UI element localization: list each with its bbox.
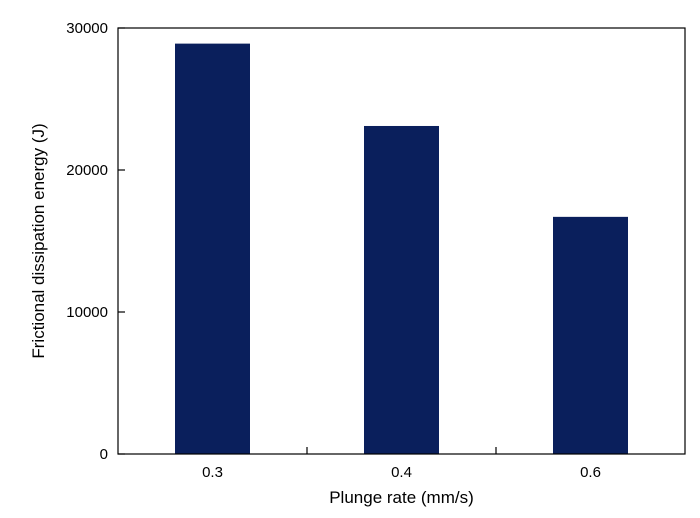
bars-group — [175, 43, 628, 455]
y-axis-title: Frictional dissipation energy (J) — [29, 123, 48, 358]
y-axis: 0 10000 20000 30000 — [66, 20, 125, 463]
x-tick-label: 0.4 — [391, 464, 412, 481]
bar-0.4 — [364, 125, 439, 454]
y-tick-label: 30000 — [66, 20, 108, 37]
y-tick-label: 20000 — [66, 162, 108, 179]
bar-0.3 — [175, 43, 250, 455]
bar-0.6 — [553, 216, 628, 454]
x-axis: 0.3 0.4 0.6 — [202, 447, 601, 481]
x-axis-title: Plunge rate (mm/s) — [329, 488, 474, 507]
y-tick-label: 10000 — [66, 304, 108, 321]
y-tick-label: 0 — [100, 446, 108, 463]
plot-frame — [117, 27, 686, 455]
x-tick-label: 0.6 — [580, 464, 601, 481]
x-tick-label: 0.3 — [202, 464, 223, 481]
